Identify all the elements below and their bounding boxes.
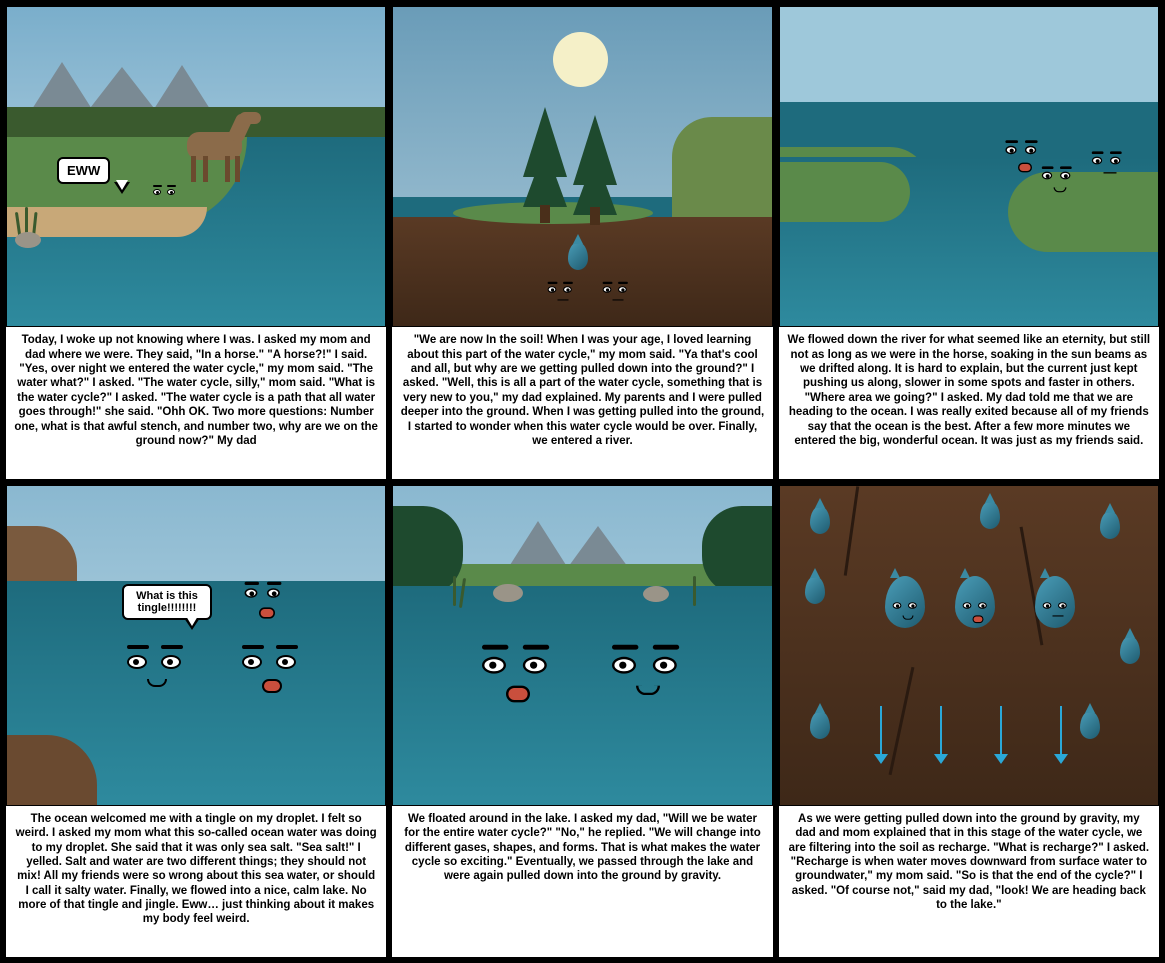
caption-5: We floated around in the lake. I asked m…	[392, 806, 772, 957]
panel-6-scene	[779, 485, 1159, 806]
panel-2-scene	[392, 6, 772, 327]
horse-icon	[177, 112, 267, 182]
tree-trunk	[540, 205, 550, 223]
panel-1-scene: EWW	[6, 6, 386, 327]
droplet-face	[602, 284, 635, 306]
cell-4: What is this tingle!!!!!!!! The ocean we…	[6, 485, 386, 958]
down-arrow-icon	[880, 706, 882, 756]
down-arrow-icon	[1000, 706, 1002, 756]
panel-3-scene	[779, 6, 1159, 327]
caption-2: "We are now In the soil! When I was your…	[392, 327, 772, 478]
rock	[493, 584, 523, 602]
caption-6: As we were getting pulled down into the …	[779, 806, 1159, 957]
caption-3: We flowed down the river for what seemed…	[779, 327, 1159, 478]
rock	[643, 586, 669, 602]
droplet-face	[1040, 169, 1079, 195]
panel-5-scene	[392, 485, 772, 806]
tree-trunk	[590, 207, 600, 225]
water-drop-icon	[810, 711, 830, 739]
droplet-face	[482, 652, 554, 700]
caption-1: Today, I woke up not knowing where I was…	[6, 327, 386, 478]
storyboard-grid: EWW Today, I woke up not knowing where I…	[0, 0, 1165, 963]
caption-4: The ocean welcomed me with a tingle on m…	[6, 806, 386, 957]
cell-6: As we were getting pulled down into the …	[779, 485, 1159, 958]
droplet-face	[152, 187, 182, 207]
droplet-face	[891, 600, 924, 622]
droplet-face	[547, 284, 580, 306]
p5-lake	[393, 586, 771, 805]
reeds	[453, 576, 456, 606]
cell-2: "We are now In the soil! When I was your…	[392, 6, 772, 479]
water-drop-icon	[980, 501, 1000, 529]
speech-bubble: What is this tingle!!!!!!!!	[122, 584, 212, 620]
p3-land-right2	[1008, 172, 1158, 252]
water-drop-icon	[810, 506, 830, 534]
water-drop-icon	[1100, 511, 1120, 539]
rock	[15, 232, 41, 248]
cell-3: We flowed down the river for what seemed…	[779, 6, 1159, 479]
pine-tree-icon	[523, 107, 567, 177]
water-drop-icon	[1080, 711, 1100, 739]
p5-bush-right	[702, 506, 772, 596]
droplet-face	[1004, 143, 1046, 171]
droplet-face	[127, 651, 187, 691]
cell-1: EWW Today, I woke up not knowing where I…	[6, 6, 386, 479]
droplet-face	[1090, 154, 1129, 180]
water-drop-icon	[805, 576, 825, 604]
speech-text: EWW	[67, 163, 100, 178]
speech-bubble: EWW	[57, 157, 110, 184]
down-arrow-icon	[940, 706, 942, 756]
droplet-face	[242, 651, 302, 691]
p3-land-left2	[780, 162, 910, 222]
droplet-face	[612, 652, 684, 700]
droplet-face	[961, 600, 994, 622]
moon-icon	[553, 32, 608, 87]
speech-text: What is this tingle!!!!!!!!	[136, 590, 198, 614]
cell-5: We floated around in the lake. I asked m…	[392, 485, 772, 958]
water-drop-icon	[568, 242, 588, 270]
down-arrow-icon	[1060, 706, 1062, 756]
water-drop-icon	[1120, 636, 1140, 664]
panel-4-scene: What is this tingle!!!!!!!!	[6, 485, 386, 806]
reeds	[693, 576, 696, 606]
pine-tree-icon	[573, 115, 617, 185]
droplet-face	[1041, 600, 1074, 622]
droplet-face	[243, 585, 291, 617]
